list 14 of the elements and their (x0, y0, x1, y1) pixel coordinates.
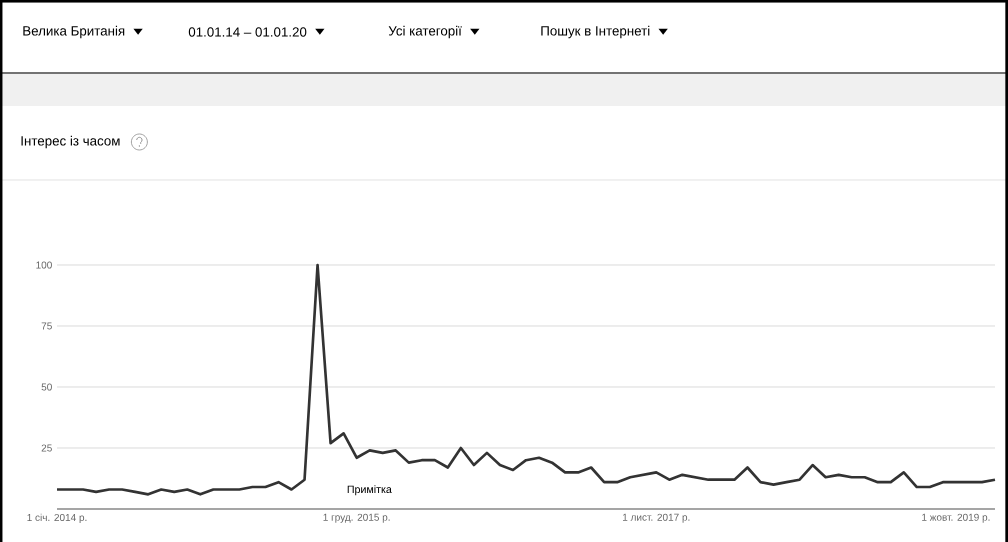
chart-title: Інтерес із часом (21, 135, 120, 149)
y-tick-label: 100 (36, 261, 52, 269)
annotation: Примітка (347, 485, 392, 496)
y-tick-label: 75 (41, 322, 52, 330)
x-tick-label: 1 жовт. 2019 р. (922, 513, 990, 523)
x-tick-label: 1 груд. 2015 р. (323, 513, 390, 523)
y-tick-label: 50 (41, 383, 52, 391)
text: 01.01.14 – 01.01.20 (188, 27, 307, 37)
text: Усі категорії (388, 25, 462, 39)
y-tick-label: 25 (41, 444, 52, 452)
text: Велика Британія (23, 25, 125, 39)
x-tick-label: 1 січ. 2014 р. (27, 513, 87, 524)
x-tick-label: 1 лист. 2017 р. (622, 513, 690, 523)
text: Пошук в Інтернеті (541, 25, 650, 39)
